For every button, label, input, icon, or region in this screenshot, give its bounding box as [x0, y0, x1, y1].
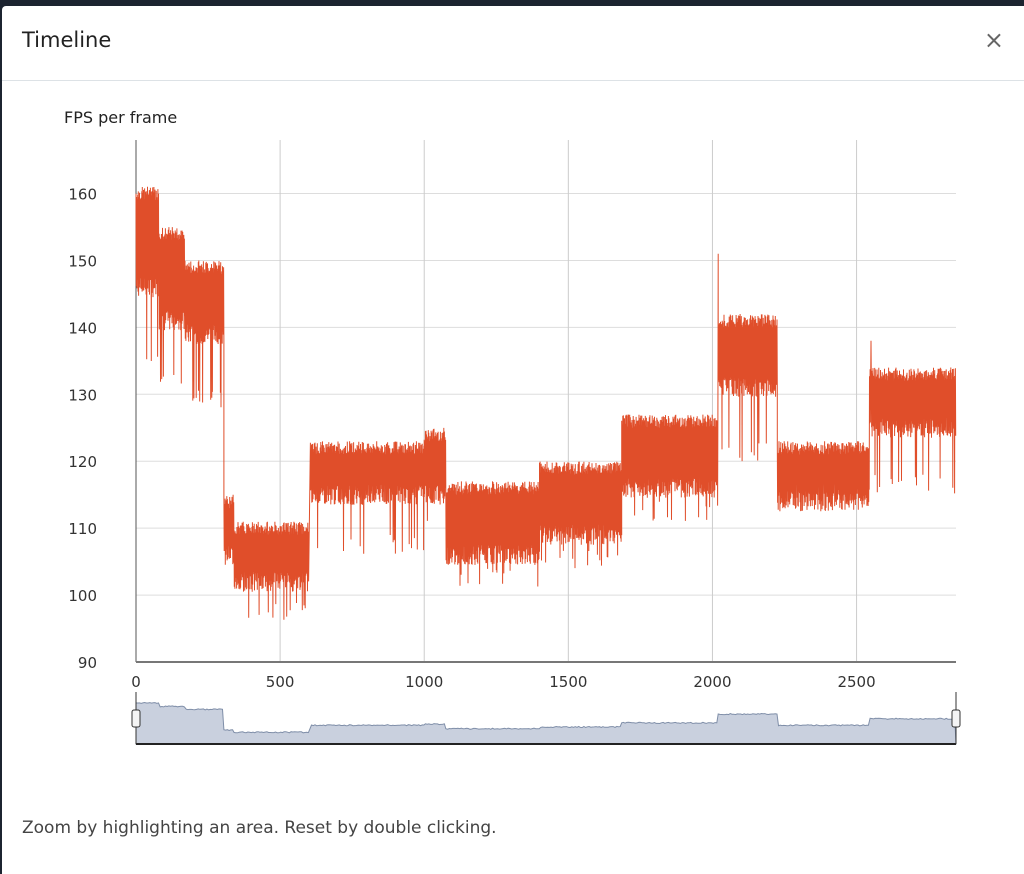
y-tick-label: 130 [68, 386, 97, 404]
x-tick-label: 0 [131, 673, 141, 691]
x-tick-label: 500 [266, 673, 295, 691]
y-tick-label: 110 [68, 520, 97, 538]
navigator-right-handle[interactable] [951, 709, 961, 728]
dialog-title: Timeline [22, 28, 112, 52]
y-tick-label: 120 [68, 453, 97, 471]
zoom-hint: Zoom by highlighting an area. Reset by d… [22, 818, 497, 838]
navigator-left-handle[interactable] [131, 709, 141, 728]
y-tick-label: 90 [78, 654, 97, 672]
dialog-header: Timeline × [2, 6, 1024, 81]
navigator-series [135, 701, 957, 745]
y-tick-label: 100 [68, 587, 97, 605]
y-tick-label: 150 [68, 252, 97, 270]
fps-series-line [135, 186, 957, 620]
x-tick-label: 2000 [693, 673, 731, 691]
x-tick-label: 2500 [837, 673, 875, 691]
y-tick-label: 160 [68, 186, 97, 204]
chart-title: FPS per frame [64, 108, 177, 127]
x-tick-label: 1000 [405, 673, 443, 691]
close-icon[interactable]: × [983, 26, 1004, 54]
y-tick-label: 140 [68, 319, 97, 337]
x-tick-label: 1500 [549, 673, 587, 691]
